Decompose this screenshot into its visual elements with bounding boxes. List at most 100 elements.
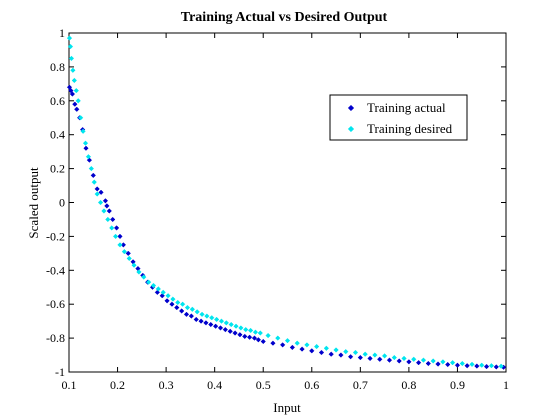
data-point (242, 333, 248, 340)
y-tick-label: 0.6 (50, 94, 65, 108)
data-point (85, 154, 92, 160)
data-point (459, 360, 465, 367)
data-point (227, 328, 233, 334)
data-point (113, 225, 120, 231)
data-point (102, 198, 109, 204)
x-tick-label: 1 (503, 378, 509, 392)
data-point (289, 344, 296, 351)
data-point (208, 321, 214, 328)
data-point (169, 301, 175, 307)
data-point (98, 189, 104, 195)
data-point (160, 289, 166, 295)
data-point (136, 269, 142, 275)
data-point (175, 299, 181, 306)
data-point (411, 356, 417, 362)
data-point (117, 242, 123, 248)
axis-ticks: 0.1 0.2 0.3 0.4 0.5 0.6 0.7 0.8 0.9 1 -1 -0.8 -0.6 -0… (46, 26, 509, 392)
data-point (183, 311, 190, 318)
data-point (454, 362, 461, 368)
data-point (257, 330, 263, 336)
data-point (449, 360, 456, 366)
x-tick-label: 0.4 (207, 378, 222, 392)
data-point (199, 311, 205, 318)
data-point (479, 362, 485, 368)
data-point (498, 363, 504, 369)
data-point (328, 351, 334, 357)
data-point (445, 361, 451, 368)
data-point (71, 77, 77, 84)
data-point (125, 250, 131, 257)
data-point (70, 67, 76, 73)
legend-marker (347, 125, 355, 133)
data-point (154, 289, 161, 295)
data-point (159, 293, 165, 299)
data-point (67, 43, 74, 50)
data-point (420, 357, 427, 363)
data-point (97, 199, 104, 206)
data-point (304, 342, 310, 348)
data-point (94, 186, 100, 192)
data-point (223, 320, 229, 326)
data-point (145, 279, 152, 285)
data-point (228, 321, 234, 328)
y-tick-label: -1 (55, 365, 65, 379)
data-point (252, 329, 259, 335)
data-point (222, 326, 229, 333)
data-point (313, 343, 320, 350)
data-point (299, 346, 305, 352)
x-tick-label: 0.2 (110, 378, 125, 392)
data-point (106, 208, 112, 214)
data-point (109, 225, 115, 231)
data-point (488, 363, 495, 369)
data-point (165, 293, 171, 299)
data-point (435, 361, 441, 367)
y-tick-label: -0.8 (46, 331, 65, 345)
x-tick-label: 0.6 (304, 378, 319, 392)
data-point (101, 208, 107, 214)
data-point (430, 358, 436, 364)
y-tick-label: -0.2 (46, 229, 65, 243)
data-point (88, 165, 94, 172)
data-point (367, 355, 373, 362)
data-point (203, 320, 209, 326)
data-point (338, 352, 344, 358)
data-point (184, 304, 191, 311)
data-point (415, 360, 422, 366)
data-point (260, 338, 266, 345)
data-point (217, 325, 224, 331)
data-point (318, 349, 325, 356)
data-point (396, 358, 402, 364)
data-point (194, 309, 200, 315)
data-point (406, 359, 412, 365)
y-tick-label: 0 (59, 196, 65, 210)
data-point (357, 354, 363, 361)
y-tick-label: 1 (59, 26, 65, 40)
data-point (464, 363, 470, 369)
data-point (401, 355, 407, 362)
data-point (150, 282, 157, 289)
data-point (270, 340, 276, 346)
data-point (68, 55, 75, 62)
data-point (372, 352, 378, 358)
x-tick-label: 0.5 (256, 378, 271, 392)
data-point (377, 356, 383, 362)
data-point (246, 334, 253, 340)
x-tick-label: 0.9 (450, 378, 465, 392)
data-point (174, 304, 180, 311)
data-point (391, 354, 397, 361)
chart-title: Training Actual vs Desired Output (181, 10, 388, 25)
data-point (73, 87, 79, 94)
data-point (82, 140, 89, 146)
data-point (193, 316, 199, 323)
data-point (83, 145, 89, 151)
data-point (275, 335, 281, 341)
legend: Training actual Training desired (329, 94, 468, 141)
x-tick-label: 0.7 (353, 378, 368, 392)
data-point (323, 345, 329, 351)
data-point (237, 332, 243, 338)
legend-marker (347, 104, 355, 112)
data-point (188, 313, 195, 319)
data-point (218, 318, 225, 324)
data-point (66, 35, 73, 41)
